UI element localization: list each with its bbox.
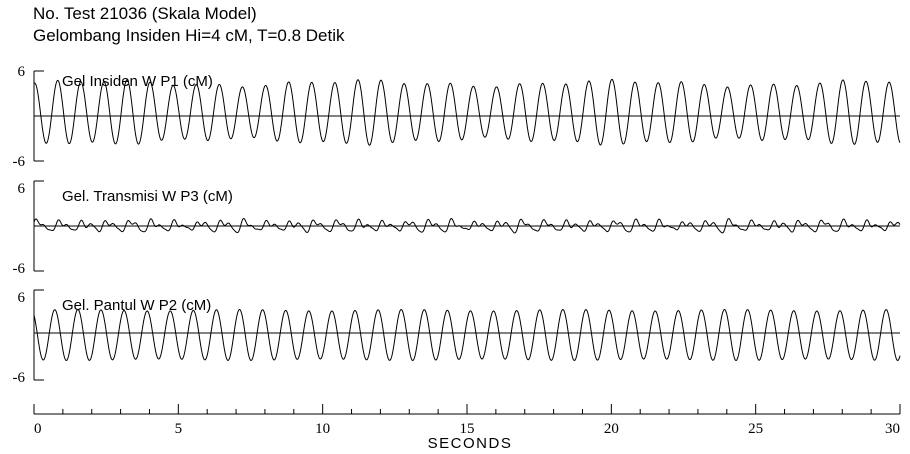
series-line-reflection [33, 308, 901, 362]
chart-title: No. Test 21036 (Skala Model) [33, 4, 257, 23]
panel-incident: 6 -6 Gel Insiden W P1 (cM) [13, 64, 901, 170]
y-tick-label-top: 6 [18, 290, 26, 306]
panel-transmission: 6 -6 Gel. Transmisi W P3 (cM) [13, 180, 901, 277]
y-tick-label-bottom: -6 [13, 154, 26, 170]
y-tick-label-top: 6 [18, 64, 26, 80]
series-line-transmission [33, 217, 901, 234]
x-axis: 0 5 10 15 20 25 30 SECONDS [33, 404, 901, 452]
series-label-reflection: Gel. Pantul W P2 (cM) [62, 297, 211, 314]
y-tick-label-bottom: -6 [13, 370, 26, 386]
series-line-incident [33, 78, 901, 146]
x-tick-label: 10 [315, 421, 330, 437]
panel-reflection: 6 -6 Gel. Pantul W P2 (cM) [13, 289, 901, 386]
x-axis-label: SECONDS [428, 435, 513, 452]
y-tick-label-bottom: -6 [13, 261, 26, 277]
series-label-transmission: Gel. Transmisi W P3 (cM) [62, 188, 233, 205]
x-tick-label: 25 [748, 421, 763, 437]
x-tick-label: 15 [460, 421, 475, 437]
x-tick-label: 5 [175, 421, 183, 437]
series-label-incident: Gel Insiden W P1 (cM) [62, 73, 213, 90]
y-tick-label-top: 6 [18, 181, 26, 197]
chart-subtitle: Gelombang Insiden Hi=4 cM, T=0.8 Detik [33, 26, 345, 45]
x-tick-label: 30 [885, 421, 900, 437]
x-tick-label: 20 [604, 421, 619, 437]
x-tick-label: 0 [34, 421, 42, 437]
